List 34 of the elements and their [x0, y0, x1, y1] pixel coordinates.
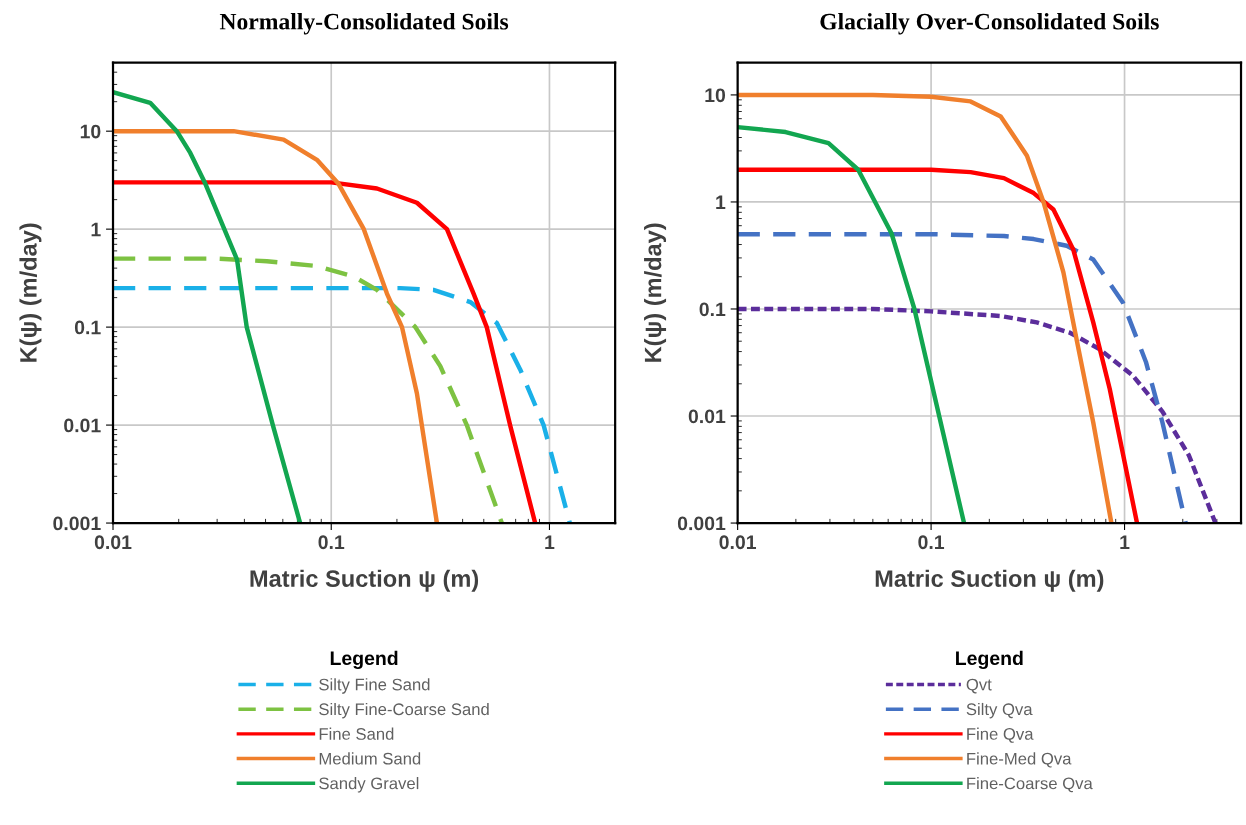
y-tick-label: 0.01 — [64, 418, 101, 433]
y-axis-title: K(ψ) (m/day) — [644, 223, 667, 362]
y-tick-label: 10 — [80, 124, 101, 139]
x-axis-title: Matric Suction ψ (m) — [875, 569, 1104, 592]
x-tick-label: 0.01 — [719, 535, 757, 550]
y-tick-label: 0.1 — [699, 302, 726, 317]
y-tick-label: 0.1 — [74, 320, 101, 335]
x-tick-label: 1 — [1120, 535, 1130, 549]
y-tick-label: 0.01 — [688, 409, 726, 424]
legend-label: Fine Qva — [967, 727, 1034, 743]
legend-label: Qvt — [966, 678, 992, 694]
chart-title: Normally-Consolidated Soils — [219, 12, 509, 35]
x-tick-label: 1 — [545, 535, 555, 549]
legend-label: Medium Sand — [319, 752, 421, 765]
legend-label: Silty Fine Sand — [319, 678, 430, 694]
legend-label: Fine Sand — [319, 727, 394, 740]
legend-label: Silty Fine-Coarse Sand — [319, 702, 489, 719]
y-tick-label: 0.001 — [53, 516, 101, 531]
legend-label: Sandy Gravel — [319, 777, 419, 793]
y-axis-title: K(ψ) (m/day) — [19, 223, 42, 362]
chart-title: Glacially Over-Consolidated Soils — [820, 12, 1159, 35]
legend-title: Legend — [330, 650, 398, 670]
x-tick-label: 0.1 — [318, 535, 345, 550]
x-tick-label: 0.01 — [94, 535, 132, 550]
y-tick-label: 10 — [705, 88, 726, 103]
legend-label: Silty Qva — [966, 702, 1033, 719]
y-tick-label: 0.001 — [677, 516, 726, 531]
x-tick-label: 0.1 — [918, 535, 945, 550]
y-tick-label: 1 — [716, 195, 726, 209]
legend-title: Legend — [956, 650, 1023, 670]
legend-label: Fine-Med Qva — [967, 752, 1072, 768]
x-axis-title: Matric Suction ψ (m) — [250, 569, 479, 592]
legend-label: Fine-Coarse Qva — [967, 777, 1093, 793]
y-tick-label: 1 — [91, 222, 101, 237]
